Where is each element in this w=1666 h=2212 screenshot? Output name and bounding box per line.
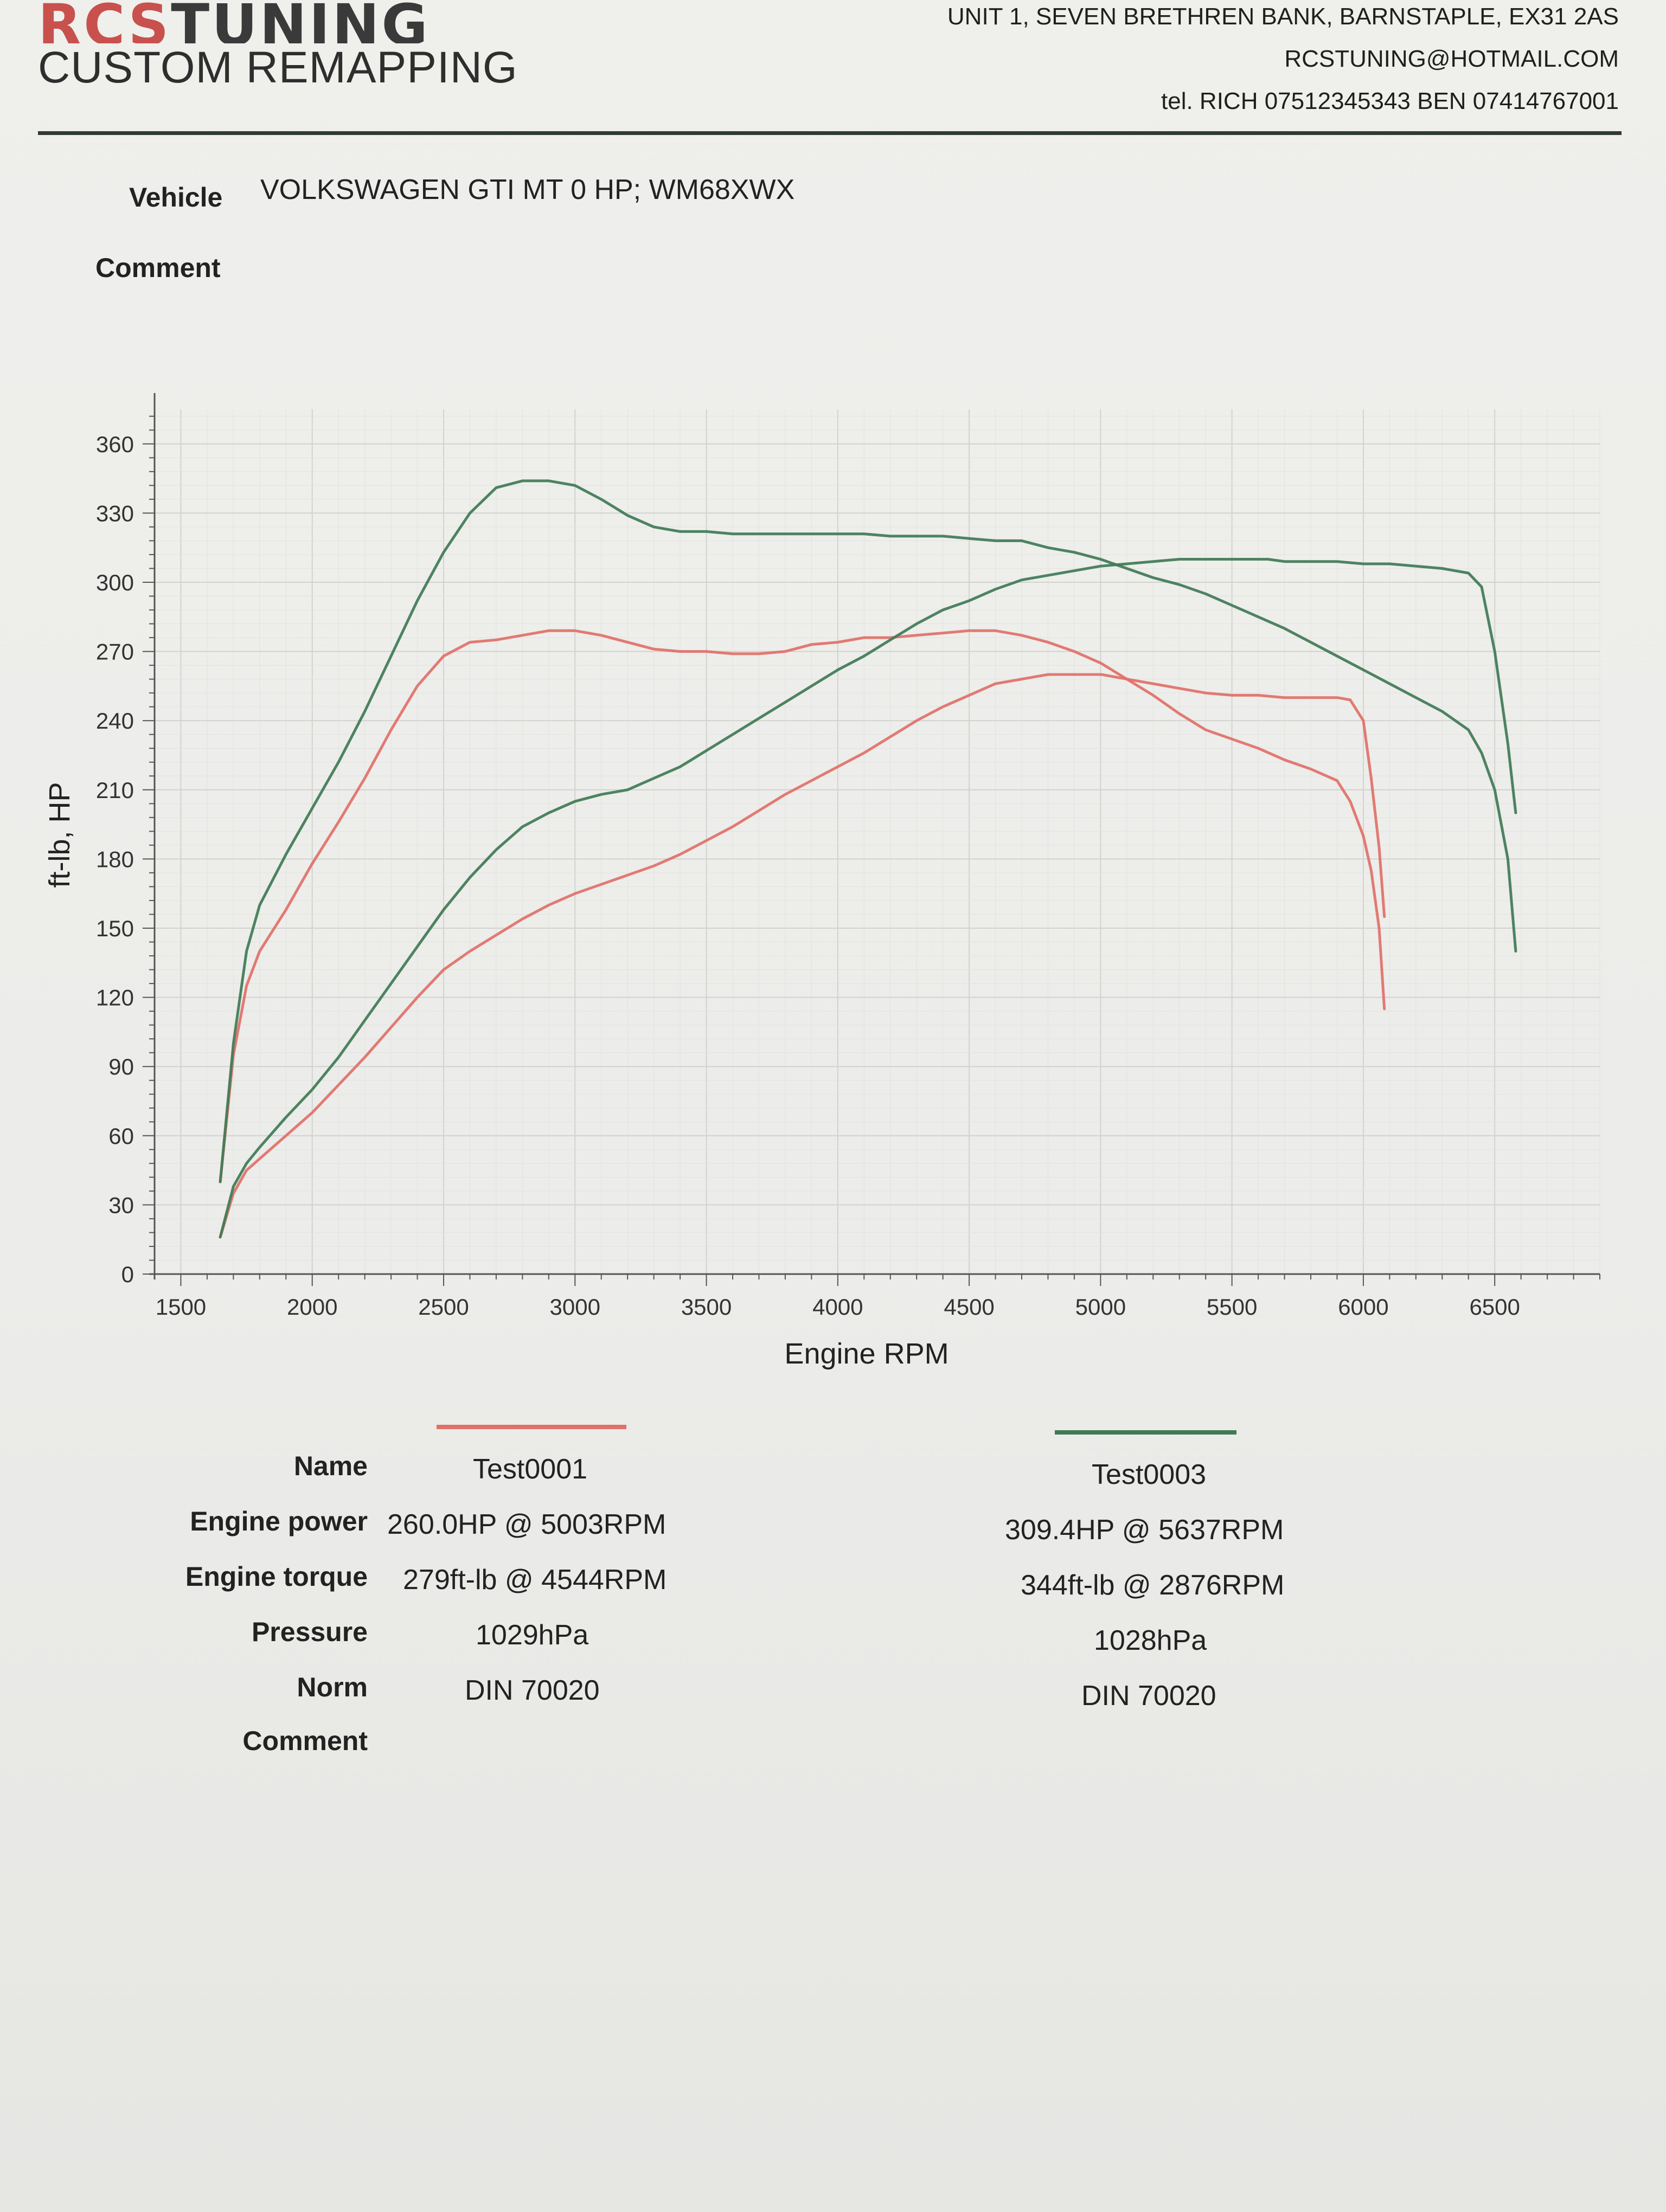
email-line: RCSTUNING@HOTMAIL.COM: [1284, 46, 1619, 72]
x-axis-title: Engine RPM: [784, 1338, 949, 1370]
vehicle-label: Vehicle: [129, 182, 223, 213]
series-line-test0003-power: [219, 558, 1517, 1239]
test0001-pressure: 1029hPa: [476, 1619, 589, 1651]
chart-series: [219, 479, 1517, 1239]
x-tick-label: 4000: [812, 1294, 863, 1320]
comment-label: Comment: [95, 253, 221, 283]
y-tick-label: 60: [108, 1123, 134, 1149]
x-tick-label: 2500: [418, 1294, 469, 1320]
row-label-power: Engine power: [190, 1506, 368, 1536]
y-tick-label: 210: [96, 777, 134, 803]
y-tick-label: 270: [96, 639, 134, 665]
y-tick-label: 330: [96, 500, 134, 526]
x-tick-label: 6000: [1338, 1294, 1388, 1320]
header-divider: [38, 131, 1622, 135]
test0001-power: 260.0HP @ 5003RPM: [387, 1509, 667, 1540]
y-tick-label: 90: [108, 1054, 134, 1079]
logo-rcs: RCS: [38, 0, 171, 43]
y-axis-title: ft-lb, HP: [43, 782, 76, 888]
test0001-name: Test0001: [473, 1454, 588, 1485]
phone-line: tel. RICH 07512345343 BEN 07414767001: [1161, 88, 1619, 114]
row-label-comment: Comment: [242, 1726, 368, 1756]
vehicle-value: VOLKSWAGEN GTI MT 0 HP; WM68XWX: [260, 174, 795, 205]
y-tick-label: 180: [96, 846, 134, 872]
test0003-name: Test0003: [1092, 1459, 1207, 1490]
x-tick-label: 2000: [287, 1294, 337, 1320]
row-label-pressure: Pressure: [251, 1617, 368, 1647]
series-line-test0001-power: [219, 673, 1386, 1239]
x-tick-label: 4500: [944, 1294, 994, 1320]
y-tick-label: 0: [121, 1262, 134, 1287]
legend-swatch-test0001: [437, 1425, 626, 1429]
test0001-norm: DIN 70020: [465, 1675, 600, 1706]
logo-tuning: TUNING: [171, 0, 430, 43]
x-tick-label: 5500: [1207, 1294, 1257, 1320]
company-logo: RCSTUNING CUSTOM REMAPPING: [38, 0, 518, 92]
test0003-pressure: 1028hPa: [1094, 1625, 1207, 1656]
chart-axes: [143, 393, 1600, 1286]
logo-subtitle: CUSTOM REMAPPING: [38, 43, 518, 92]
series-line-test0001-torque: [219, 629, 1386, 1184]
company-address: UNIT 1, SEVEN BRETHREN BANK, BARNSTAPLE,…: [947, 0, 1619, 127]
x-tick-label: 5000: [1075, 1294, 1126, 1320]
chart-grid: [154, 409, 1600, 1275]
series-line-test0003-torque: [219, 479, 1517, 1184]
x-tick-label: 1500: [156, 1294, 206, 1320]
y-tick-label: 360: [96, 432, 134, 457]
dyno-chart: 1500 2000 2500 3000 3500 4000 4500 5000 5500 6000…: [43, 393, 1600, 1370]
x-tick-label: 3000: [550, 1294, 600, 1320]
legend-swatch-test0003: [1055, 1430, 1236, 1435]
address-line: UNIT 1, SEVEN BRETHREN BANK, BARNSTAPLE,…: [947, 3, 1619, 30]
x-tick-label: 3500: [681, 1294, 732, 1320]
test0003-torque: 344ft-lb @ 2876RPM: [1021, 1570, 1285, 1601]
test0003-power: 309.4HP @ 5637RPM: [1005, 1514, 1284, 1546]
y-axis-ticks: 0 30 60 90 120 150 180 210 240 270 300 330 360: [96, 432, 134, 1287]
y-tick-label: 30: [108, 1192, 134, 1218]
test0003-norm: DIN 70020: [1081, 1680, 1216, 1712]
row-label-name: Name: [293, 1451, 368, 1481]
test0001-torque: 279ft-lb @ 4544RPM: [403, 1564, 667, 1596]
x-tick-label: 6500: [1469, 1294, 1520, 1320]
y-tick-label: 120: [96, 985, 134, 1011]
y-tick-label: 300: [96, 570, 134, 595]
y-tick-label: 240: [96, 708, 134, 734]
row-label-norm: Norm: [297, 1672, 368, 1702]
x-axis-ticks: 1500 2000 2500 3000 3500 4000 4500 5000 5500 6000…: [156, 1294, 1520, 1320]
y-tick-label: 150: [96, 916, 134, 941]
row-label-torque: Engine torque: [185, 1561, 368, 1592]
